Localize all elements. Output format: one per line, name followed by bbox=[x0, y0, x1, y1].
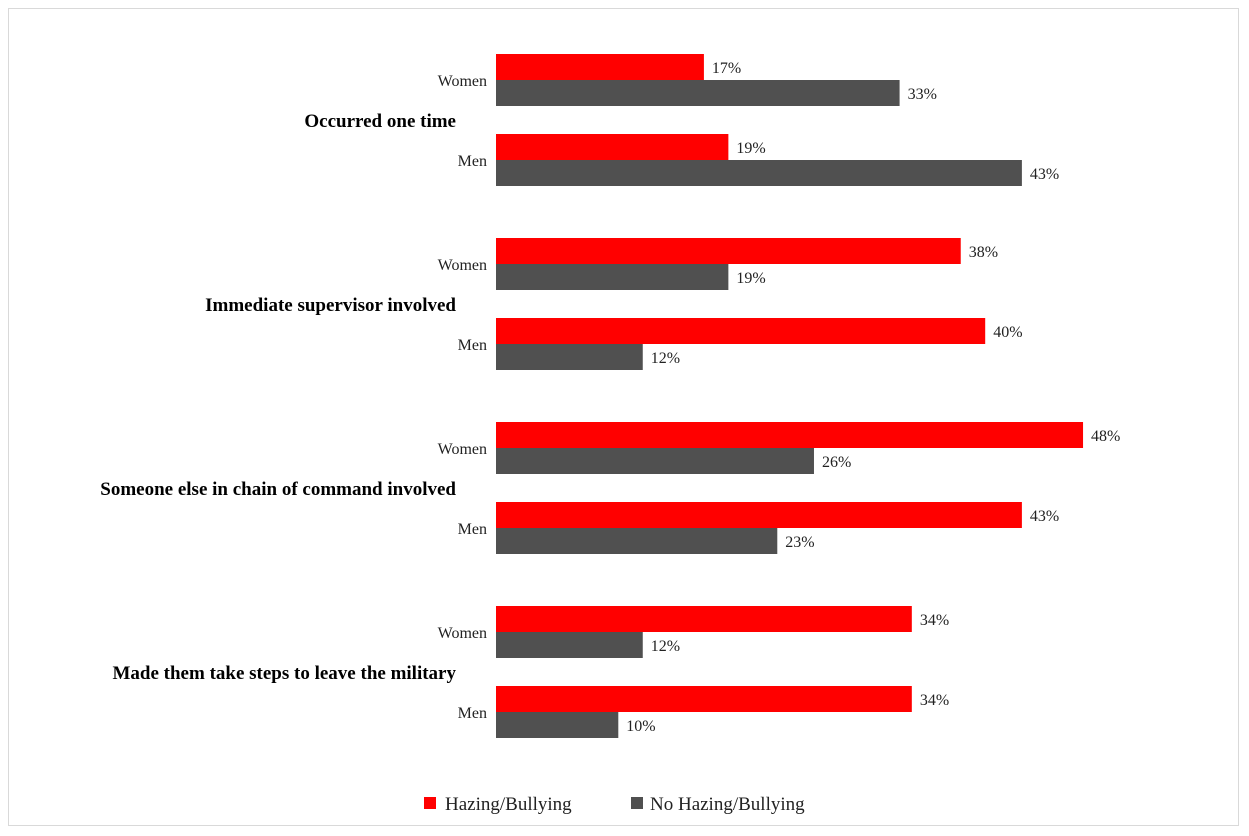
bar-no-hazing bbox=[496, 528, 778, 554]
category-label: Women bbox=[438, 441, 487, 458]
value-label: 23% bbox=[785, 534, 814, 551]
value-label: 43% bbox=[1030, 166, 1059, 183]
value-label: 17% bbox=[712, 60, 741, 77]
value-label: 26% bbox=[822, 454, 851, 471]
bar-hazing bbox=[496, 318, 986, 344]
bar-no-hazing bbox=[496, 264, 729, 290]
value-label: 10% bbox=[626, 718, 655, 735]
category-label: Women bbox=[438, 625, 487, 642]
category-label: Women bbox=[438, 257, 487, 274]
value-label: 19% bbox=[736, 270, 765, 287]
category-label: Men bbox=[458, 705, 487, 722]
legend-swatch-no-hazing bbox=[631, 797, 643, 809]
value-label: 34% bbox=[920, 612, 949, 629]
category-label: Men bbox=[458, 153, 487, 170]
value-label: 12% bbox=[651, 638, 680, 655]
group-label: Made them take steps to leave the milita… bbox=[112, 663, 456, 684]
bar-hazing bbox=[496, 54, 704, 80]
value-label: 19% bbox=[736, 140, 765, 157]
bar-hazing bbox=[496, 238, 961, 264]
category-label: Men bbox=[458, 337, 487, 354]
group-label: Occurred one time bbox=[304, 111, 456, 132]
value-label: 38% bbox=[969, 244, 998, 261]
legend-swatch-hazing bbox=[424, 797, 436, 809]
category-label: Men bbox=[458, 521, 487, 538]
plot-area: 17% 33% Women 19% 43% Men Occurred one time 38%… bbox=[100, 54, 1120, 738]
bar-hazing bbox=[496, 686, 912, 712]
value-label: 40% bbox=[993, 324, 1022, 341]
bar-hazing bbox=[496, 502, 1022, 528]
legend-label: No Hazing/Bullying bbox=[650, 794, 805, 815]
value-label: 33% bbox=[908, 86, 937, 103]
bar-no-hazing bbox=[496, 632, 643, 658]
value-label: 34% bbox=[920, 692, 949, 709]
bar-no-hazing bbox=[496, 448, 814, 474]
value-label: 12% bbox=[651, 350, 680, 367]
bar-hazing bbox=[496, 134, 729, 160]
group-label: Immediate supervisor involved bbox=[205, 295, 456, 316]
bar-no-hazing bbox=[496, 712, 619, 738]
group-label: Someone else in chain of command involve… bbox=[100, 479, 456, 500]
value-label: 43% bbox=[1030, 508, 1059, 525]
legend: Hazing/Bullying No Hazing/Bullying bbox=[424, 794, 805, 815]
bar-hazing bbox=[496, 422, 1084, 448]
bar-no-hazing bbox=[496, 344, 643, 370]
category-label: Women bbox=[438, 73, 487, 90]
bar-no-hazing bbox=[496, 160, 1022, 186]
bar-hazing bbox=[496, 606, 912, 632]
legend-label: Hazing/Bullying bbox=[445, 794, 572, 815]
value-label: 48% bbox=[1091, 428, 1120, 445]
bar-no-hazing bbox=[496, 80, 900, 106]
